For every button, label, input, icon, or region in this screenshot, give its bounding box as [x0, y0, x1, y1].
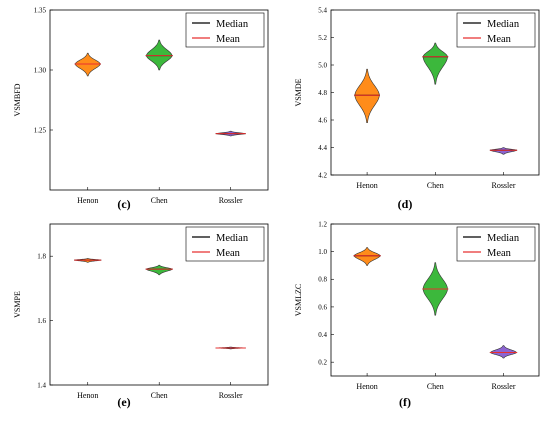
- legend-mean-label: Mean: [487, 248, 512, 259]
- y-tick-label: 1.6: [37, 317, 46, 325]
- y-tick-label: 0.4: [318, 331, 327, 339]
- y-tick-label: 4.8: [318, 89, 327, 97]
- y-tick-label: 1.4: [37, 381, 46, 389]
- panel-label: (d): [398, 197, 413, 211]
- y-tick-label: 1.8: [37, 253, 46, 261]
- chart-panel-1: 1.25 1.30 1.35 VSMBFD Henon Chen Rossler Median…: [13, 6, 269, 211]
- panel-label: (e): [117, 395, 130, 409]
- violin-rossler: [490, 147, 517, 155]
- y-tick-label: 1.25: [34, 126, 47, 134]
- legend-box: [185, 12, 265, 48]
- legend-box: [456, 12, 536, 48]
- chart-panel-3: 1.4 1.6 1.8 VSMPE Henon Chen Rossler Median Mean…: [13, 223, 269, 409]
- x-tick-label-henon: Henon: [356, 382, 377, 391]
- x-tick-label-chen: Chen: [427, 382, 444, 391]
- panel-label: (f): [399, 395, 411, 409]
- y-axis-label: VSMPE: [13, 291, 22, 318]
- y-tick-label: 1.35: [34, 6, 47, 14]
- violin-henon: [74, 52, 101, 77]
- y-tick-label: 4.2: [318, 171, 327, 179]
- x-tick-label-chen: Chen: [427, 181, 444, 190]
- x-tick-label-chen: Chen: [151, 196, 168, 205]
- y-tick-label: 5.0: [318, 61, 327, 69]
- y-tick-label: 5.2: [318, 34, 327, 42]
- y-tick-label: 0.2: [318, 359, 327, 367]
- y-tick-label: 0.8: [318, 276, 327, 284]
- x-tick-label-henon: Henon: [77, 196, 98, 205]
- y-tick-label: 1.2: [318, 220, 327, 228]
- x-tick-label-rossler: Rossler: [491, 181, 515, 190]
- violin-chen: [146, 39, 173, 71]
- y-tick-label: 5.4: [318, 6, 327, 14]
- legend-median-label: Median: [487, 233, 520, 244]
- y-axis-label: VSMBFD: [13, 83, 22, 116]
- y-tick-label: 1.30: [34, 66, 47, 74]
- legend-mean-label: Mean: [216, 248, 241, 259]
- legend-box: [185, 226, 265, 262]
- x-tick-label-henon: Henon: [77, 391, 98, 400]
- chart-panel-4: 0.2 0.4 0.6 0.8 1.0 1.2 VSMLZC Henon Chen Rossler…: [294, 220, 540, 409]
- panel-label: (c): [117, 197, 130, 211]
- legend-box: [456, 226, 536, 262]
- legend-mean-label: Mean: [216, 34, 241, 45]
- chart-panel-2: 4.2 4.4 4.6 4.8 5.0 5.2 5.4 VSMDE Henon Chen Rossl…: [294, 6, 540, 211]
- y-tick-label: 1.0: [318, 248, 327, 256]
- violin-henon: [353, 247, 381, 266]
- violin-chen: [422, 42, 448, 85]
- legend-median-label: Median: [216, 233, 249, 244]
- y-tick-label: 4.4: [318, 144, 327, 152]
- legend-mean-label: Mean: [487, 34, 512, 45]
- violin-chen: [145, 264, 173, 276]
- x-tick-label-rossler: Rossler: [219, 391, 243, 400]
- x-tick-label-rossler: Rossler: [491, 382, 515, 391]
- y-axis-label: VSMLZC: [294, 284, 303, 316]
- x-tick-label-chen: Chen: [151, 391, 168, 400]
- y-axis-label: VSMDE: [294, 78, 303, 106]
- x-tick-label-henon: Henon: [356, 181, 377, 190]
- violin-henon: [354, 68, 380, 124]
- legend-median-label: Median: [216, 19, 249, 30]
- x-tick-label-rossler: Rossler: [219, 196, 243, 205]
- y-tick-label: 4.6: [318, 116, 327, 124]
- violin-rossler: [490, 345, 517, 359]
- legend-median-label: Median: [487, 19, 520, 30]
- y-tick-label: 0.6: [318, 303, 327, 311]
